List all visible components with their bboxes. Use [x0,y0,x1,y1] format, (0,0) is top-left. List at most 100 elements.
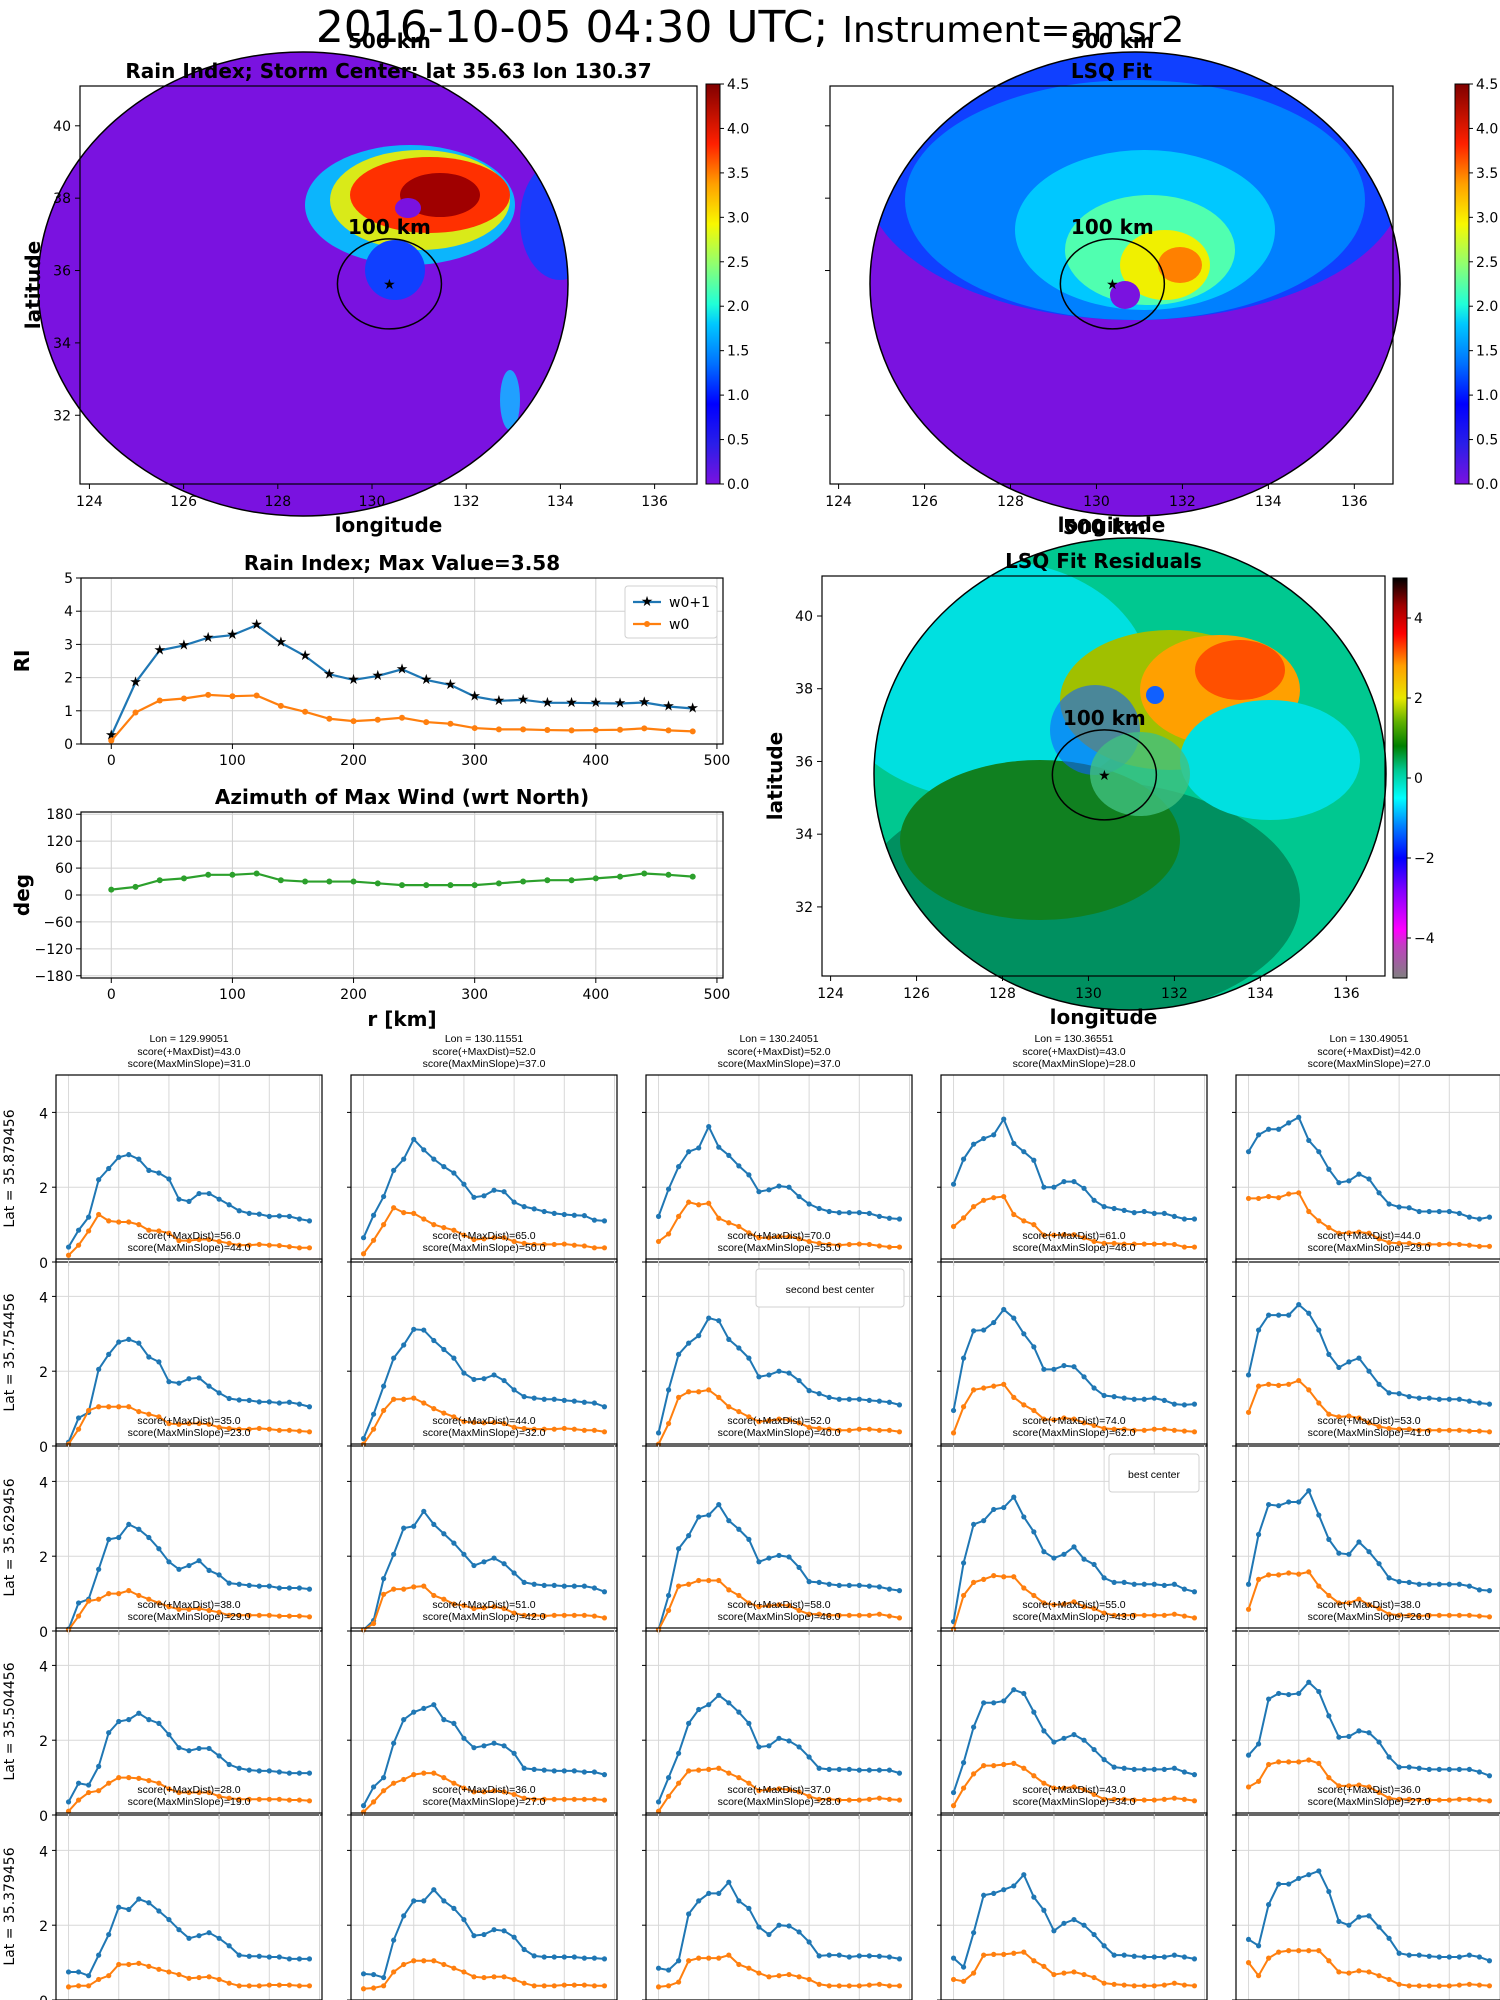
data-point-w0+1 [1051,1555,1057,1561]
data-point-w0+1 [1326,1351,1332,1357]
data-point-w0 [1386,1611,1392,1617]
data-point-w0 [826,1241,832,1248]
data-point-w0 [96,1596,102,1602]
data-point-w0 [726,1220,732,1226]
data-point-w0 [1071,1232,1077,1238]
data-point-w0+1 [1326,1536,1332,1542]
score-maxdist: score(+MaxDist)=51.0 [432,1599,535,1611]
data-point-w0+1 [1171,1581,1177,1587]
score-maxdist: score(+MaxDist)=56.0 [137,1230,240,1242]
data-point-w0 [206,1607,212,1614]
axes-frame [55,1258,323,1447]
x-tick-label: 130 [1075,986,1102,1002]
data-point-w0 [655,1238,662,1245]
candidate-panel: 024score(+MaxDist)=35.0score(MaxMinSlope… [2,1415,323,1641]
data-point-w0 [1486,1243,1493,1249]
colorbar-tick-label: 2.5 [727,255,749,271]
data-point-w0 [471,1605,477,1612]
data-point-w0+1 [511,1750,517,1756]
data-point-w0+1 [1091,1561,1097,1568]
data-point-w0 [196,1420,202,1427]
data-point-w0+1: ★ [468,689,481,705]
y-tick-label: 38 [53,191,71,207]
data-point-w0 [1031,1222,1037,1228]
data-point-w0 [846,1427,852,1433]
data-point-w0+1 [431,1887,437,1893]
data-point-w0 [676,1979,682,1985]
data-point-w0+1 [1266,1696,1272,1702]
data-point-w0 [1276,1195,1282,1201]
data-point-w0+1 [1436,1581,1442,1587]
data-point-w0+1 [461,1551,467,1557]
data-point-w0 [1101,1980,1107,1986]
data-point-azimuth [399,882,405,889]
data-point-w0+1 [816,1391,822,1397]
data-point-w0+1 [846,1766,852,1772]
data-point-w0+1 [896,1956,903,1962]
data-point-w0 [1446,1427,1452,1433]
data-point-w0 [601,1615,608,1621]
axes-frame [645,1812,913,2000]
data-point-w0+1 [1151,1581,1157,1587]
data-point-w0 [816,1981,822,1987]
data-point-w0 [1306,1757,1312,1763]
data-point-w0 [1255,1383,1262,1389]
data-point-w0 [561,1241,567,1247]
data-point-w0+1 [676,1164,682,1170]
data-point-w0+1 [981,1327,987,1333]
data-point-w0 [96,1404,102,1410]
data-point-w0+1 [1081,1556,1087,1562]
data-point-w0+1 [1476,1769,1483,1775]
data-point-w0+1 [571,1398,577,1404]
data-point-w0 [391,1396,397,1402]
data-point-w0 [126,1961,132,1968]
data-point-w0 [306,1245,313,1251]
data-point-w0+1 [431,1156,437,1162]
data-point-w0+1 [1245,1581,1252,1587]
data-field-blob [1180,700,1360,820]
data-point-w0+1 [1276,1881,1282,1887]
data-point-w0+1 [116,1534,122,1541]
data-point-w0+1 [1376,1561,1382,1567]
data-point-w0 [1346,1783,1352,1789]
data-point-w0+1 [1346,1178,1352,1184]
data-point-w0+1 [1386,1201,1392,1207]
data-point-w0+1 [96,1566,102,1572]
axes-frame [350,1074,618,1263]
data-point-w0 [196,1789,202,1796]
data-point-w0 [1121,1426,1127,1432]
data-point-w0 [381,1222,387,1228]
data-point-w0 [1366,1420,1372,1426]
data-point-w0+1 [1171,1401,1177,1407]
data-point-w0+1 [991,1319,997,1326]
score-maxdist: score(+MaxDist)=58.0 [727,1599,830,1611]
data-point-w0 [876,1981,882,1987]
data-point-w0+1 [381,1775,387,1781]
data-point-w0+1 [421,1327,427,1333]
data-point-w0 [1021,1402,1027,1408]
data-point-w0+1 [1396,1204,1402,1210]
data-point-w0 [1171,1980,1177,1986]
data-point-w0+1 [816,1579,822,1585]
data-point-w0+1 [391,1740,397,1746]
data-point-w0 [686,1199,692,1205]
data-point-w0 [950,1803,957,1809]
data-point-w0+1 [226,1943,232,1949]
data-point-w0 [561,1612,567,1618]
data-point-w0 [886,1983,893,1989]
data-point-w0 [156,1780,162,1786]
data-point-w0 [836,1427,842,1433]
data-point-w0 [1191,1983,1198,1989]
data-point-w0+1 [551,1582,557,1588]
legend-marker: ★ [641,594,654,610]
data-point-w0+1 [736,1526,742,1532]
data-point-w0+1 [531,1206,537,1212]
data-point-w0 [176,1238,182,1244]
data-point-w0 [726,1952,732,1958]
data-point-w0 [1121,1982,1127,1988]
data-point-w0 [75,1426,82,1432]
data-point-w0 [451,1780,457,1786]
data-point-w0+1 [836,1582,842,1588]
colorbar-tick-label: 0.5 [1476,433,1498,449]
ring-100km [1051,729,1158,821]
